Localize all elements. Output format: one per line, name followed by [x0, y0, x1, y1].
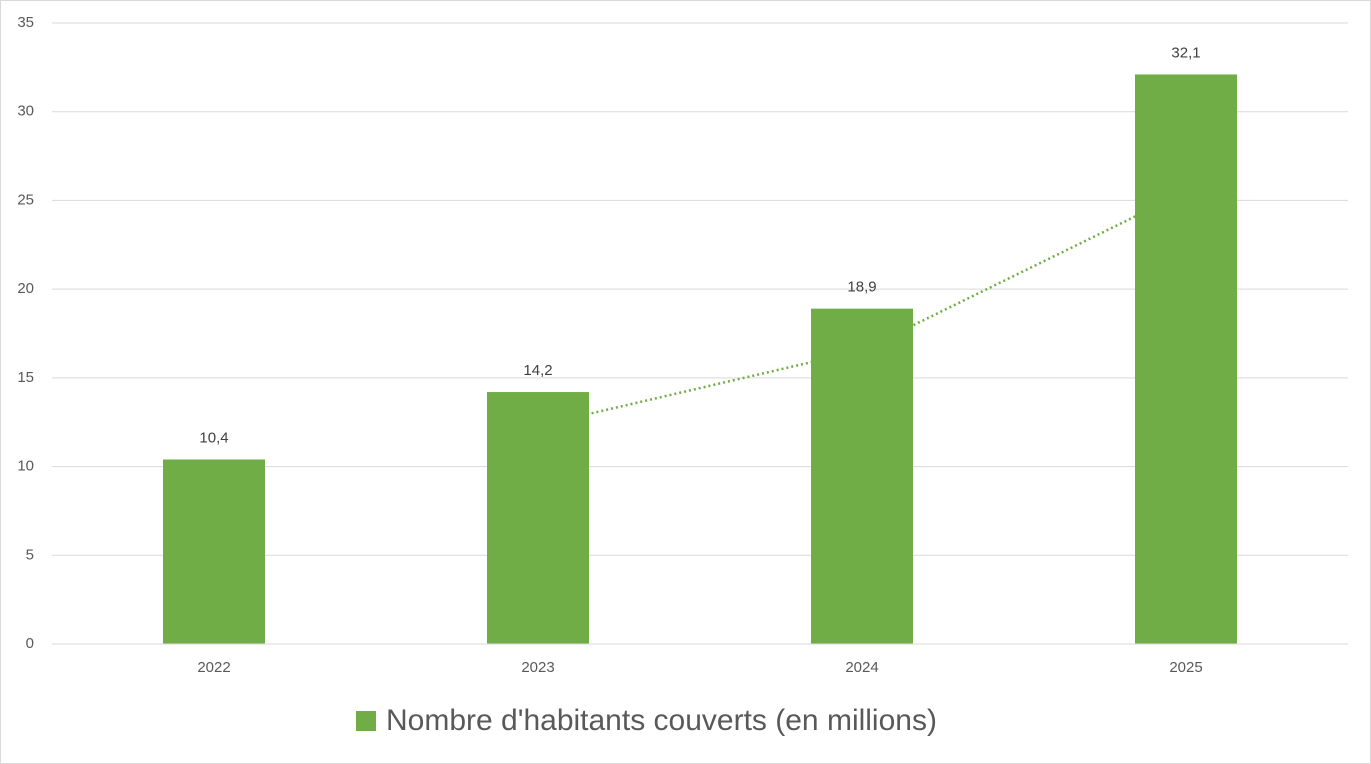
trendline — [537, 190, 1187, 427]
bar — [1135, 74, 1237, 644]
legend-label: Nombre d'habitants couverts (en millions… — [386, 704, 937, 737]
x-tick-label: 2022 — [197, 659, 230, 676]
data-label: 32,1 — [1171, 44, 1200, 61]
y-tick-label: 25 — [17, 191, 34, 208]
data-label: 14,2 — [523, 362, 552, 379]
x-tick-label: 2023 — [521, 659, 554, 676]
y-tick-label: 15 — [17, 369, 34, 386]
y-tick-label: 30 — [17, 103, 34, 120]
bar — [487, 392, 589, 644]
x-tick-label: 2025 — [1169, 659, 1202, 676]
y-tick-label: 5 — [26, 546, 34, 563]
legend-swatch — [356, 711, 376, 731]
x-tick-label: 2024 — [845, 659, 878, 676]
y-tick-label: 35 — [17, 14, 34, 31]
bar — [811, 308, 913, 644]
bar — [163, 459, 265, 644]
data-label: 10,4 — [199, 429, 228, 446]
y-tick-label: 0 — [26, 635, 34, 652]
y-tick-label: 20 — [17, 280, 34, 297]
data-label: 18,9 — [847, 279, 876, 296]
y-tick-label: 10 — [17, 458, 34, 475]
